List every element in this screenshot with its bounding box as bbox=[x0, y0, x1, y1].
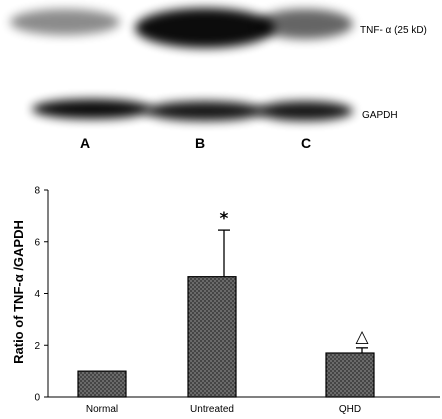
western-blot: TNF- α (25 kD) GAPDH A B C bbox=[10, 8, 427, 151]
gapdh-band-b bbox=[145, 101, 265, 121]
gapdh-band-label: GAPDH bbox=[362, 110, 398, 121]
y-axis-title: Ratio of TNF-α /GAPDH bbox=[11, 220, 26, 364]
y-tick-label: 0 bbox=[34, 393, 40, 404]
error-bars bbox=[218, 229, 368, 354]
y-tick-label: 8 bbox=[34, 186, 40, 197]
y-tick-label: 2 bbox=[34, 341, 40, 352]
tnf-band-c bbox=[257, 9, 353, 39]
significance-marks: *△ bbox=[220, 209, 370, 347]
tnf-band-b bbox=[135, 8, 275, 48]
bar-qhd bbox=[325, 352, 375, 398]
bars bbox=[77, 276, 375, 398]
bar-normal bbox=[77, 370, 127, 398]
gapdh-band-c bbox=[257, 101, 353, 121]
category-label-normal: Normal bbox=[86, 404, 118, 415]
lane-label-a: A bbox=[80, 135, 90, 151]
tnf-band-a bbox=[10, 9, 120, 35]
gapdh-band-a bbox=[32, 99, 152, 119]
significance-mark-qhd: △ bbox=[355, 327, 369, 347]
y-tick-label: 4 bbox=[34, 289, 40, 300]
bar-untreated bbox=[187, 276, 237, 398]
category-label-untreated: Untreated bbox=[190, 404, 234, 415]
category-labels: Normal Untreated QHD bbox=[86, 404, 361, 415]
lane-label-c: C bbox=[301, 135, 311, 151]
y-tick-label: 6 bbox=[34, 237, 40, 248]
significance-mark-untreated: * bbox=[220, 209, 229, 229]
category-label-qhd: QHD bbox=[339, 404, 361, 415]
tnf-band-label: TNF- α (25 kD) bbox=[360, 25, 427, 36]
lane-label-b: B bbox=[195, 135, 205, 151]
